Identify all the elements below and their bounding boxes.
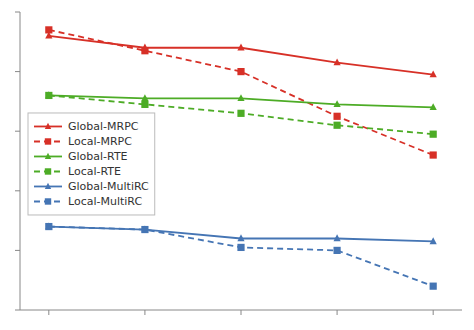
series-marker (430, 151, 437, 158)
series-marker (333, 59, 340, 66)
legend-label: Global-MRPC (68, 120, 139, 133)
x-tick (433, 310, 434, 315)
series-marker (430, 103, 437, 110)
series-marker (430, 237, 437, 244)
series-marker (237, 110, 244, 117)
chart: Global-MRPC Local-MRPC Global-RTE Local-RTE… (0, 0, 474, 330)
series-line (49, 36, 433, 75)
series-marker (333, 100, 340, 107)
series-line (49, 227, 433, 242)
series-line (49, 30, 433, 155)
y-tick (15, 250, 20, 251)
series-marker (333, 234, 340, 241)
x-tick (48, 310, 49, 315)
series-marker (45, 222, 52, 229)
series-marker (237, 44, 244, 51)
series-marker (333, 247, 340, 254)
x-tick (337, 310, 338, 315)
legend-swatch-marker (45, 138, 51, 144)
legend-label: Local-MultiRC (68, 195, 142, 208)
series-marker (141, 225, 148, 232)
x-tick (241, 310, 242, 315)
legend-label: Global-RTE (68, 150, 128, 163)
y-tick (15, 310, 20, 311)
series-marker (45, 26, 52, 33)
series-marker (141, 94, 148, 101)
y-tick (15, 71, 20, 72)
legend-swatch-marker (45, 153, 51, 159)
y-tick (15, 190, 20, 191)
series-marker (237, 244, 244, 251)
legend-swatch-marker (45, 198, 51, 204)
legend-swatch-marker (45, 168, 51, 174)
series-marker (237, 94, 244, 101)
legend-label: Global-MultiRC (68, 180, 149, 193)
series-marker (45, 223, 52, 230)
series-marker (430, 131, 437, 138)
x-tick (144, 310, 145, 315)
legend-label: Local-MRPC (68, 135, 132, 148)
series-marker (141, 226, 148, 233)
series-marker (141, 47, 148, 54)
series-marker (430, 283, 437, 290)
series-marker (141, 101, 148, 108)
plot-area (45, 26, 437, 289)
series-marker (237, 68, 244, 75)
legend: Global-MRPC Local-MRPC Global-RTE Local-RTE… (28, 113, 155, 215)
series-marker (45, 91, 52, 98)
series-line (49, 227, 433, 287)
series-marker (237, 234, 244, 241)
legend-box (28, 113, 155, 215)
legend-swatch-marker (45, 183, 51, 189)
legend-label: Local-RTE (68, 165, 121, 178)
series-marker (430, 70, 437, 77)
series-marker (333, 122, 340, 129)
series-marker (333, 113, 340, 120)
y-tick (15, 12, 20, 13)
y-tick (15, 131, 20, 132)
legend-swatch-marker (45, 123, 51, 129)
series-marker (45, 92, 52, 99)
y-axis-line (20, 12, 21, 310)
